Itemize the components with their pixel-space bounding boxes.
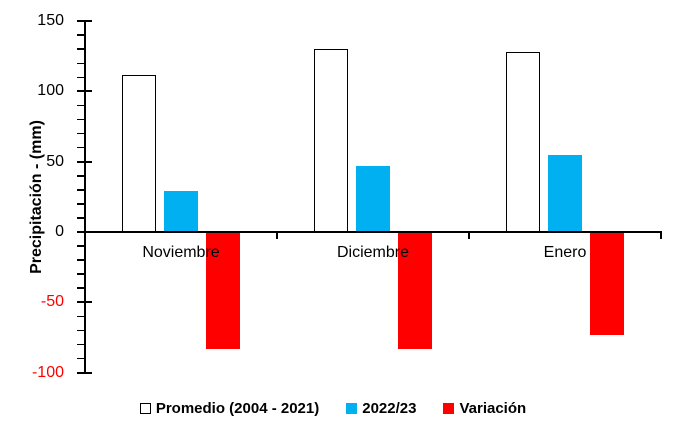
x-axis-line bbox=[84, 231, 662, 233]
legend-item-2022-23: 2022/23 bbox=[346, 400, 416, 417]
y-minor-tick bbox=[77, 217, 85, 219]
x-category-label: Noviembre bbox=[142, 244, 220, 261]
y-tick-label: 50 bbox=[46, 152, 64, 170]
y-minor-tick bbox=[77, 34, 85, 36]
bar-2022-23-1 bbox=[164, 191, 198, 232]
y-tick-label: -100 bbox=[31, 363, 64, 381]
y-minor-tick bbox=[77, 203, 85, 205]
y-major-tick bbox=[77, 20, 92, 23]
y-minor-tick bbox=[77, 287, 85, 289]
y-major-tick bbox=[77, 301, 92, 304]
x-category-label: Enero bbox=[543, 244, 587, 261]
legend-label-promedio: Promedio (2004 - 2021) bbox=[155, 399, 320, 417]
legend-item-variacion: Variación bbox=[443, 400, 526, 417]
x-axis-tick bbox=[84, 233, 86, 239]
y-minor-tick bbox=[77, 259, 85, 261]
y-minor-tick bbox=[77, 329, 85, 332]
y-minor-tick bbox=[77, 175, 85, 177]
y-minor-tick bbox=[77, 146, 85, 149]
legend-label-2022-23: 2022/23 bbox=[362, 399, 417, 417]
legend-swatch-promedio bbox=[139, 402, 151, 414]
legend-swatch-2022-23 bbox=[346, 402, 358, 414]
y-minor-tick bbox=[77, 118, 85, 121]
y-minor-tick bbox=[77, 132, 85, 135]
bar-variacion-3 bbox=[590, 232, 624, 335]
y-minor-tick bbox=[77, 62, 85, 65]
x-category-label: Diciembre bbox=[336, 244, 409, 261]
y-major-tick bbox=[77, 90, 92, 93]
legend-swatch-variacion bbox=[443, 402, 455, 414]
y-minor-tick bbox=[77, 273, 85, 275]
chart-legend: Promedio (2004 - 2021) 2022/23 Variación bbox=[0, 397, 671, 419]
y-minor-tick bbox=[77, 76, 85, 79]
y-major-tick bbox=[77, 231, 92, 233]
x-axis-tick bbox=[276, 233, 278, 239]
bar-2022-23-2 bbox=[356, 165, 390, 232]
bar-2022-23-3 bbox=[548, 154, 582, 232]
y-axis-line bbox=[84, 20, 86, 374]
y-minor-tick bbox=[77, 189, 85, 191]
y-minor-tick bbox=[77, 48, 85, 50]
y-tick-label: 0 bbox=[55, 223, 64, 240]
bar-promedio-2 bbox=[314, 49, 348, 232]
bar-promedio-3 bbox=[506, 52, 540, 232]
bar-variacion-2 bbox=[398, 232, 432, 349]
y-tick-label: 150 bbox=[37, 12, 64, 30]
bar-variacion-1 bbox=[206, 232, 240, 349]
bar-promedio-1 bbox=[122, 74, 156, 232]
y-minor-tick bbox=[77, 104, 85, 107]
x-axis-tick bbox=[468, 233, 470, 239]
x-axis-tick bbox=[660, 233, 662, 239]
legend-label-variacion: Variación bbox=[459, 399, 527, 417]
y-major-tick bbox=[77, 371, 92, 374]
legend-item-promedio: Promedio (2004 - 2021) bbox=[139, 399, 320, 417]
y-tick-label: -50 bbox=[40, 293, 64, 311]
y-major-tick bbox=[77, 160, 92, 163]
y-minor-tick bbox=[77, 315, 85, 318]
y-axis-title: Precipitación - (mm) bbox=[28, 120, 45, 274]
y-minor-tick bbox=[77, 343, 85, 346]
y-minor-tick bbox=[77, 245, 85, 247]
y-tick-label: 100 bbox=[37, 82, 64, 100]
y-minor-tick bbox=[77, 357, 85, 360]
